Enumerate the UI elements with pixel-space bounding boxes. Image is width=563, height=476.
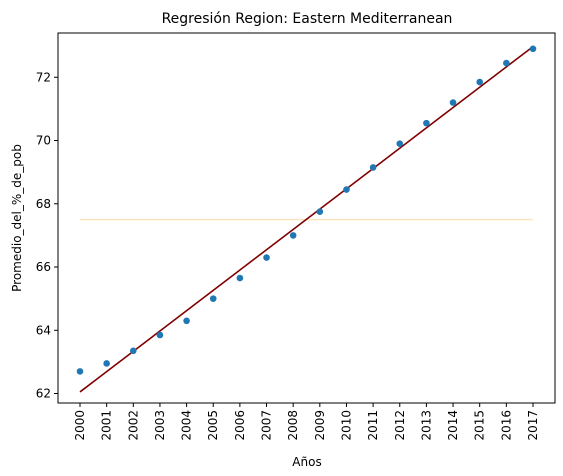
data-point (369, 164, 377, 171)
x-tick-label: 2013 (419, 410, 433, 441)
data-point (236, 274, 244, 282)
data-point (289, 232, 297, 239)
x-tick-label: 2012 (393, 410, 407, 441)
x-tick-label: 2003 (153, 410, 167, 441)
data-point (449, 99, 457, 106)
x-tick-label: 2009 (313, 410, 327, 441)
y-tick-label: 64 (36, 323, 51, 337)
data-point (76, 368, 84, 375)
y-tick-label: 72 (36, 70, 51, 84)
x-tick-label: 2002 (126, 410, 140, 441)
x-tick-label: 2006 (233, 410, 247, 441)
data-point (129, 347, 137, 355)
data-point (476, 78, 484, 86)
regression-line-layer (79, 45, 534, 393)
y-axis-label: Promedio_del_%_de_pob (10, 144, 24, 292)
data-point (343, 186, 350, 193)
data-point (156, 331, 164, 339)
data-point (529, 45, 537, 53)
x-tick-label: 2011 (366, 410, 380, 441)
chart-title: Regresión Region: Eastern Mediterranean (162, 11, 453, 27)
x-tick-label: 2014 (446, 410, 460, 441)
data-point (423, 119, 430, 127)
x-axis-label: Años (292, 455, 321, 469)
y-tick-label: 66 (36, 260, 51, 274)
data-point (209, 295, 217, 302)
x-tick-label: 2007 (260, 410, 274, 441)
data-point (183, 317, 190, 325)
x-tick-label: 2008 (286, 410, 300, 441)
x-tick-label: 2010 (339, 410, 353, 441)
data-points-layer (76, 45, 537, 375)
x-tick-label: 2001 (100, 410, 114, 441)
x-axis: 2000 2001 2002 2003 2004 2005 2006 2007 2008 2009… (73, 403, 540, 441)
regression-line (79, 45, 534, 393)
x-tick-label: 2015 (473, 410, 487, 441)
plot-frame (57, 32, 556, 404)
x-tick-label: 2016 (499, 410, 513, 441)
data-point (263, 254, 270, 261)
data-point (103, 360, 110, 367)
x-tick-label: 2017 (526, 410, 540, 441)
y-tick-label: 70 (36, 134, 51, 148)
data-point (503, 59, 510, 67)
data-point (396, 140, 404, 147)
y-tick-label: 62 (36, 387, 51, 401)
y-axis: 62 64 66 68 70 72 (36, 70, 58, 401)
x-tick-label: 2000 (73, 410, 87, 441)
x-tick-label: 2004 (180, 410, 194, 441)
x-tick-label: 2005 (206, 410, 220, 441)
data-point (316, 208, 324, 215)
y-tick-label: 68 (36, 197, 51, 211)
